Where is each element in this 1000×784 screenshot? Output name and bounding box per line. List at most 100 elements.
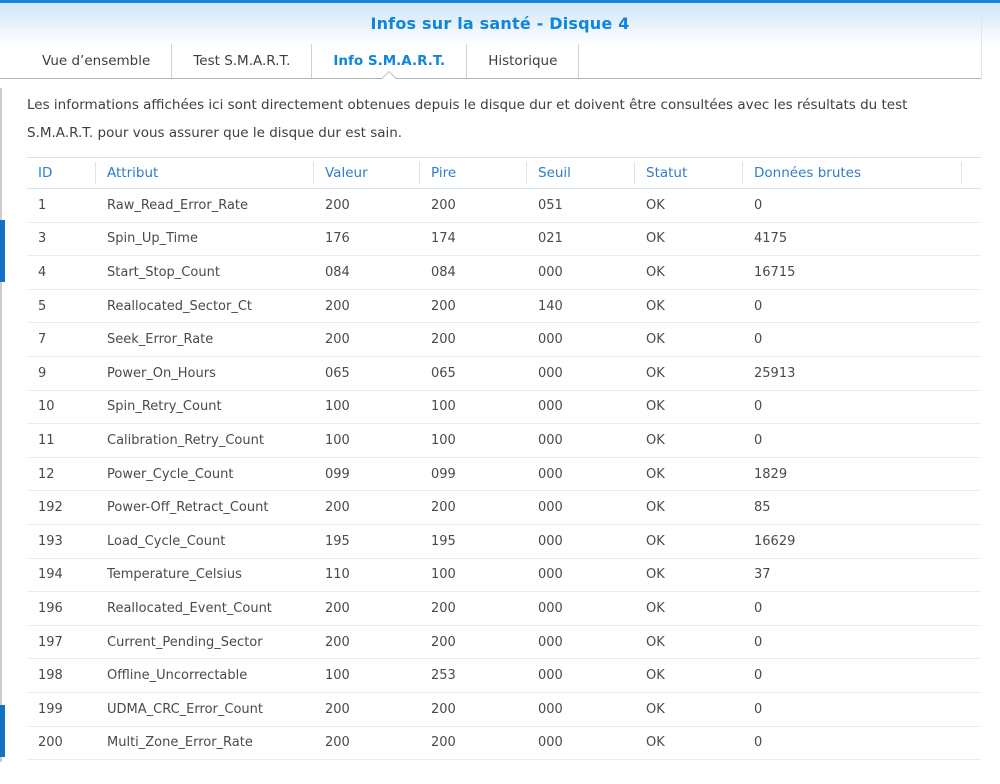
table-row: 194 Temperature_Celsius 110 100 000 OK 3… (27, 559, 981, 593)
cell-valeur: 200 (325, 500, 350, 516)
cell-statut: OK (646, 466, 665, 482)
active-tab-caret-icon (382, 72, 397, 79)
cell-seuil: 000 (538, 735, 563, 751)
cell-seuil: 000 (538, 365, 563, 381)
cell-statut: OK (646, 264, 665, 280)
cell-attribut: Start_Stop_Count (107, 264, 220, 280)
cell-seuil: 000 (538, 432, 563, 448)
cell-pire: 200 (431, 701, 456, 717)
table-row: 1 Raw_Read_Error_Rate 200 200 051 OK 0 (27, 189, 981, 223)
cell-statut: OK (646, 701, 665, 717)
tab-historique[interactable]: Historique (467, 44, 580, 78)
smart-attributes-table: ID Attribut Valeur Pire Seuil Statut Don… (27, 157, 981, 761)
cell-seuil: 000 (538, 600, 563, 616)
cell-id: 12 (38, 466, 55, 482)
cell-attribut: Current_Pending_Sector (107, 634, 263, 650)
dialog-titlebar: Infos sur la santé - Disque 4 (0, 3, 1000, 44)
cell-seuil: 000 (538, 500, 563, 516)
cell-seuil: 000 (538, 332, 563, 348)
cell-donnees-brutes: 16715 (754, 264, 796, 280)
cell-attribut: Load_Cycle_Count (107, 533, 226, 549)
tab-test-smart[interactable]: Test S.M.A.R.T. (172, 44, 313, 78)
cell-statut: OK (646, 365, 665, 381)
cell-pire: 200 (431, 500, 456, 516)
table-row: 199 UDMA_CRC_Error_Count 200 200 000 OK … (27, 693, 981, 727)
cell-valeur: 200 (325, 634, 350, 650)
cell-pire: 065 (431, 365, 456, 381)
cell-attribut: Multi_Zone_Error_Rate (107, 735, 253, 751)
cell-donnees-brutes: 0 (754, 298, 763, 314)
cell-donnees-brutes: 0 (754, 701, 763, 717)
cell-seuil: 000 (538, 634, 563, 650)
table-row: 193 Load_Cycle_Count 195 195 000 OK 1662… (27, 525, 981, 559)
cell-donnees-brutes: 0 (754, 432, 763, 448)
column-header-spacer (962, 162, 981, 184)
cell-seuil: 051 (538, 197, 563, 213)
cell-attribut: Power-Off_Retract_Count (107, 500, 269, 516)
column-header-id: ID (27, 162, 96, 184)
background-window-edge (0, 88, 2, 762)
cell-pire: 200 (431, 634, 456, 650)
tab-label: Vue d’ensemble (42, 53, 151, 69)
cell-attribut: Temperature_Celsius (107, 567, 242, 583)
cell-id: 11 (38, 432, 55, 448)
cell-donnees-brutes: 85 (754, 500, 771, 516)
cell-statut: OK (646, 332, 665, 348)
table-body: 1 Raw_Read_Error_Rate 200 200 051 OK 0 3… (27, 189, 981, 761)
cell-statut: OK (646, 231, 665, 247)
cell-statut: OK (646, 500, 665, 516)
cell-attribut: Reallocated_Event_Count (107, 600, 272, 616)
tab-info-smart[interactable]: Info S.M.A.R.T. (312, 44, 468, 79)
tab-label: Historique (488, 53, 558, 69)
cell-valeur: 100 (325, 432, 350, 448)
table-row: 4 Start_Stop_Count 084 084 000 OK 16715 (27, 256, 981, 290)
table-header-row: ID Attribut Valeur Pire Seuil Statut Don… (27, 157, 981, 189)
cell-donnees-brutes: 25913 (754, 365, 796, 381)
cell-donnees-brutes: 0 (754, 668, 763, 684)
cell-valeur: 200 (325, 298, 350, 314)
cell-id: 199 (38, 701, 63, 717)
cell-valeur: 110 (325, 567, 350, 583)
cell-donnees-brutes: 0 (754, 735, 763, 751)
cell-valeur: 200 (325, 197, 350, 213)
cell-seuil: 000 (538, 701, 563, 717)
cell-statut: OK (646, 533, 665, 549)
cell-id: 198 (38, 668, 63, 684)
cell-donnees-brutes: 1829 (754, 466, 788, 482)
cell-seuil: 140 (538, 298, 563, 314)
cell-id: 1 (38, 197, 47, 213)
column-header-valeur: Valeur (314, 162, 420, 184)
cell-donnees-brutes: 0 (754, 197, 763, 213)
cell-attribut: UDMA_CRC_Error_Count (107, 701, 263, 717)
cell-attribut: Calibration_Retry_Count (107, 432, 264, 448)
window-top-accent-bar (0, 0, 1000, 3)
cell-valeur: 084 (325, 264, 350, 280)
table-row: 198 Offline_Uncorrectable 100 253 000 OK… (27, 659, 981, 693)
cell-id: 9 (38, 365, 47, 381)
cell-statut: OK (646, 432, 665, 448)
cell-valeur: 195 (325, 533, 350, 549)
tab-bar: Vue d’ensemble Test S.M.A.R.T. Info S.M.… (0, 44, 982, 79)
table-row: 197 Current_Pending_Sector 200 200 000 O… (27, 626, 981, 660)
table-row: 192 Power-Off_Retract_Count 200 200 000 … (27, 491, 981, 525)
table-row: 11 Calibration_Retry_Count 100 100 000 O… (27, 424, 981, 458)
cell-statut: OK (646, 634, 665, 650)
cell-seuil: 000 (538, 668, 563, 684)
tab-vue-densemble[interactable]: Vue d’ensemble (21, 44, 173, 78)
cell-pire: 100 (431, 399, 456, 415)
cell-statut: OK (646, 735, 665, 751)
cell-statut: OK (646, 197, 665, 213)
cell-statut: OK (646, 399, 665, 415)
cell-statut: OK (646, 567, 665, 583)
cell-attribut: Raw_Read_Error_Rate (107, 197, 249, 213)
cell-seuil: 000 (538, 466, 563, 482)
table-row: 200 Multi_Zone_Error_Rate 200 200 000 OK… (27, 727, 981, 761)
tab-label: Info S.M.A.R.T. (333, 53, 446, 69)
cell-id: 194 (38, 567, 63, 583)
column-header-attribut: Attribut (96, 162, 314, 184)
cell-statut: OK (646, 600, 665, 616)
cell-pire: 100 (431, 432, 456, 448)
cell-attribut: Spin_Retry_Count (107, 399, 222, 415)
cell-id: 192 (38, 500, 63, 516)
